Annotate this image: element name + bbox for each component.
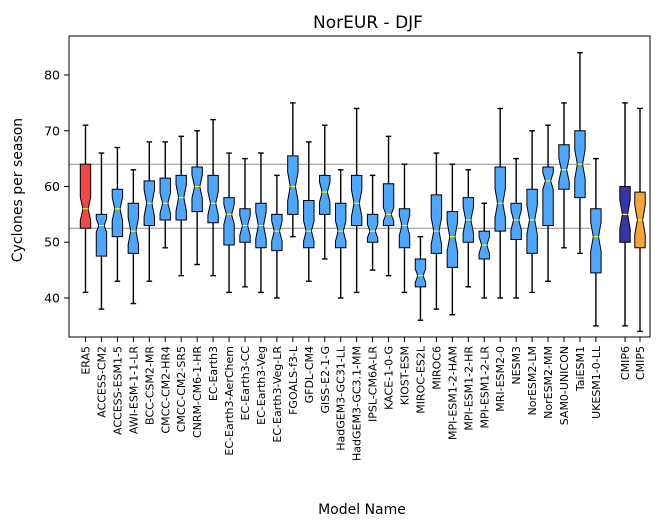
y-tick-label-70: 70: [44, 123, 60, 138]
box-ipsl-cm6a-lr: [366, 213, 379, 243]
x-tick-label-cmcc-cm2-hr4: CMCC-CM2-HR4: [159, 346, 172, 434]
x-tick-label-giss-e2-1-g: GISS-E2-1-G: [319, 346, 332, 414]
x-tick-label-noresm2-lm: NorESM2-LM: [526, 346, 539, 416]
box-hadgem3-gc31-ll: [335, 202, 347, 249]
box-hadgem3-gc3-1-mm: [350, 174, 363, 227]
box-giss-e2-1-g: [319, 174, 331, 215]
x-tick-label-ec-earth3: EC-Earth3: [207, 346, 220, 401]
x-tick-label-hadgem3-gc3-1-mm: HadGEM3-GC3.1-MM: [351, 346, 364, 461]
box-access-esm1-5: [111, 188, 124, 238]
box-cnrm-cm6-1-hr: [191, 166, 203, 213]
y-tick-label-50: 50: [44, 235, 60, 250]
box-mpi-esm1-2-ham: [446, 211, 459, 268]
axes-frame: [68, 35, 651, 338]
x-tick-label-ec-earth3-veg-lr: EC-Earth3-Veg-LR: [271, 346, 284, 443]
x-tick-label-era5: ERA5: [80, 346, 93, 375]
box-miroc-es2l: [414, 258, 427, 288]
x-tick-label-taiesm1: TaiESM1: [574, 346, 587, 392]
x-tick-label-access-cm2: ACCESS-CM2: [95, 346, 108, 418]
x-tick-label-hadgem3-gc31-ll: HadGEM3-GC31-LL: [335, 345, 348, 451]
x-tick-label-miroc6: MIROC6: [430, 346, 443, 390]
x-tick-label-mri-esm2-0: MRI-ESM2-0: [494, 346, 507, 412]
box-ec-earth3-veg-lr: [271, 213, 283, 252]
x-tick-label-miroc-es2l: MIROC-ES2L: [414, 345, 427, 414]
x-tick-label-access-esm1-5: ACCESS-ESM1-5: [111, 346, 124, 435]
x-tick-label-cnrm-cm6-1-hr: CNRM-CM6-1-HR: [191, 346, 204, 438]
box-noresm2-lm: [526, 188, 538, 254]
x-tick-label-cmip5: CMIP5: [634, 346, 647, 380]
box-gfdl-cm4: [303, 199, 315, 249]
box-access-cm2: [95, 213, 108, 257]
x-tick-label-noresm2-mm: NorESM2-MM: [542, 346, 555, 419]
x-tick-label-kace-1-0-g: KACE-1-0-G: [383, 346, 396, 410]
box-sam0-unicon: [558, 144, 570, 190]
x-tick-label-mpi-esm1-2-ham: MPI-ESM1-2-HAM: [446, 346, 459, 440]
x-tick-label-ec-earth3-cc: EC-Earth3-CC: [239, 346, 252, 421]
box-era5: [79, 163, 92, 229]
box-nesm3: [510, 202, 522, 240]
plot-area: 40 50 60 70 80 ERA5 ACCESS-CM2 ACCESS-ESM1-5 AWI…: [44, 35, 651, 461]
x-axis-label: Model Name: [318, 502, 406, 518]
x-tick-label-awi-esm-1-1-lr: AWI-ESM-1-1-LR: [127, 346, 140, 434]
x-tick-label-ipsl-cm6a-lr: IPSL-CM6A-LR: [367, 346, 380, 422]
x-tick-label-cmcc-cm2-sr5: CMCC-CM2-SR5: [175, 346, 188, 432]
x-tick-label-cmip6: CMIP6: [619, 346, 632, 380]
x-tick-label-ec-earth3-aerchem: EC-Earth3-AerChem: [223, 346, 236, 456]
x-tick-label-nesm3: NESM3: [510, 346, 523, 385]
box-fgoals-f3-l: [287, 155, 299, 215]
box-noresm2-mm: [542, 166, 554, 227]
box-ukesm1-0-ll: [590, 208, 602, 274]
y-tick-label-40: 40: [44, 290, 60, 305]
y-tick-label-80: 80: [44, 68, 60, 83]
y-tick-label-60: 60: [44, 179, 60, 194]
y-axis-label: Cyclones per season: [10, 118, 26, 262]
x-tick-label-ukesm1-0-ll: UKESM1-0-LL: [590, 345, 603, 419]
x-tick-label-gfdl-cm4: GFDL-CM4: [303, 346, 316, 403]
x-tick-label-bcc-csm2-mr: BCC-CSM2-MR: [143, 346, 156, 425]
box-mri-esm2-0: [494, 166, 506, 232]
box-ec-earth3-aerchem: [223, 197, 235, 246]
x-tick-label-kiost-esm: KIOST-ESM: [399, 346, 412, 405]
box-kace-1-0-g: [382, 183, 395, 227]
chart-title: NorEUR - DJF: [313, 13, 423, 33]
x-tick-label-sam0-unicon: SAM0-UNICON: [558, 346, 571, 425]
box-kiost-esm: [398, 208, 411, 249]
x-tick-label-fgoals-f3-l: FGOALS-f3-L: [287, 345, 300, 415]
x-tick-label-ec-earth3-veg: EC-Earth3-Veg: [255, 346, 268, 425]
box-miroc6: [430, 194, 443, 254]
x-tick-label-mpi-esm1-2-hr: MPI-ESM1-2-HR: [462, 346, 475, 431]
box-ec-earth3: [207, 174, 219, 224]
box-cmcc-cm2-hr4: [159, 177, 171, 221]
x-tick-label-mpi-esm1-2-lr: MPI-ESM1-2-LR: [478, 346, 491, 429]
box-awi-esm-1-1-lr: [127, 202, 140, 254]
